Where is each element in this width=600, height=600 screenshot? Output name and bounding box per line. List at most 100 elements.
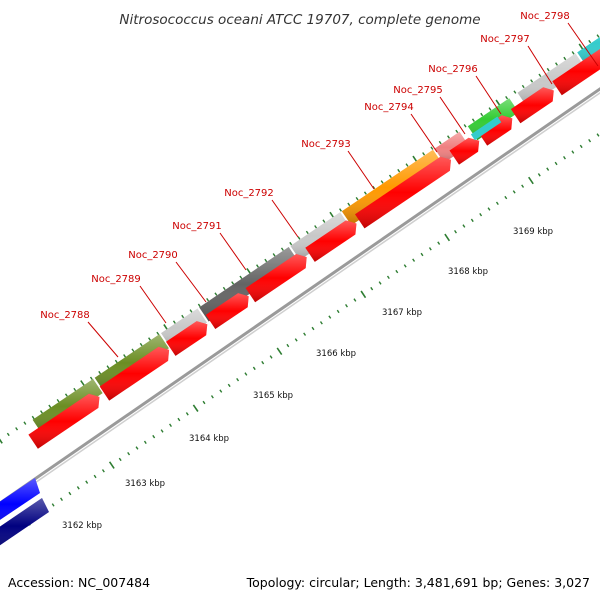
leader-line xyxy=(410,113,438,153)
outer-tick xyxy=(214,292,218,296)
outer-tick xyxy=(172,320,176,324)
gene-label-noc-2791: Noc_2791 xyxy=(172,221,247,271)
inner-tick xyxy=(554,161,558,166)
leader-line xyxy=(87,321,119,358)
cds-noc-2793 xyxy=(355,156,451,229)
inner-tick xyxy=(504,195,508,200)
inner-tick xyxy=(169,423,172,427)
outer-tick xyxy=(139,342,143,347)
inner-tick xyxy=(521,184,525,188)
cds-noc-2791b xyxy=(245,254,307,303)
inner-tick xyxy=(236,378,240,382)
inner-tick xyxy=(108,461,115,469)
outer-tick xyxy=(546,67,550,72)
outer-tick xyxy=(422,152,426,156)
outer-tick xyxy=(256,264,259,268)
inner-tick xyxy=(276,347,283,356)
inner-tick xyxy=(101,469,105,473)
inner-tick xyxy=(353,298,357,302)
leader-line xyxy=(567,22,599,67)
inner-tick xyxy=(51,503,55,507)
outer-tick xyxy=(206,298,210,302)
outer-tick xyxy=(430,146,434,150)
outer-tick xyxy=(555,62,558,66)
outer-tick xyxy=(280,247,284,251)
inner-tick xyxy=(219,389,223,393)
outer-tick xyxy=(15,427,19,431)
outer-tick xyxy=(471,118,475,122)
accession-text: Accession: NC_007484 xyxy=(8,575,151,590)
inner-tick xyxy=(412,258,416,262)
inner-tick xyxy=(244,372,248,376)
gene-label-text: Noc_2788 xyxy=(40,310,90,321)
outer-tick xyxy=(156,331,160,336)
outer-tick xyxy=(181,314,185,319)
outer-tick xyxy=(521,84,525,89)
outer-tick xyxy=(339,208,342,212)
gene-noc-2795 xyxy=(470,116,502,141)
leader-line xyxy=(439,96,466,135)
inner-tick xyxy=(470,218,474,223)
leader-line xyxy=(175,261,207,303)
inner-tick xyxy=(462,224,466,228)
outer-tick xyxy=(31,415,35,420)
leader-line xyxy=(219,232,247,271)
outer-tick xyxy=(563,56,567,61)
gene-label-text: Noc_2796 xyxy=(428,64,478,75)
outer-tick xyxy=(114,359,118,364)
outer-tick xyxy=(73,387,77,392)
outer-tick xyxy=(297,236,301,240)
gene-label-text: Noc_2791 xyxy=(172,221,222,232)
gene-label-text: Noc_2798 xyxy=(520,11,570,22)
inner-tick xyxy=(294,338,298,342)
outer-tick xyxy=(388,174,392,178)
kbp-label: 3165 kbp xyxy=(253,391,293,401)
backbone-line-inner xyxy=(0,91,600,509)
outer-tick xyxy=(480,112,484,117)
gene-features xyxy=(0,37,600,546)
inner-tick xyxy=(185,412,189,416)
outer-tick xyxy=(588,39,592,44)
leader-line xyxy=(347,150,375,190)
inner-tick xyxy=(143,440,147,444)
kbp-label: 3162 kbp xyxy=(62,521,102,531)
gene-label-noc-2793: Noc_2793 xyxy=(301,139,375,190)
outer-tick xyxy=(314,225,318,229)
outer-tick xyxy=(596,34,600,38)
gene-label-text: Noc_2792 xyxy=(224,188,274,199)
outer-tick xyxy=(405,163,409,167)
gene-label-noc-2797: Noc_2797 xyxy=(480,34,553,85)
outer-tick xyxy=(272,253,276,257)
outer-tick xyxy=(98,370,102,375)
inner-tick xyxy=(395,269,399,274)
cds-block-navy xyxy=(0,498,49,546)
inner-tick xyxy=(135,446,139,450)
outer-tick xyxy=(222,286,226,291)
inner-tick xyxy=(528,176,534,185)
outer-tick xyxy=(347,202,351,207)
inner-tick xyxy=(571,150,575,154)
inner-tick xyxy=(420,252,424,257)
cds-noc-2792 xyxy=(305,220,357,262)
outer-tick xyxy=(131,348,135,352)
gene-label-text: Noc_2795 xyxy=(393,85,443,96)
inner-tick xyxy=(261,360,265,365)
cds-noc-2789 xyxy=(99,346,170,401)
inner-tick xyxy=(579,144,583,149)
outer-tick xyxy=(189,309,193,313)
kbp-label: 3163 kbp xyxy=(125,479,165,489)
outer-tick xyxy=(571,51,575,55)
gene-labels: Noc_2788 Noc_2789 Noc_2790 Noc_2791 Noc_2792… xyxy=(40,11,599,358)
outer-tick xyxy=(538,73,542,77)
outer-tick xyxy=(23,421,27,425)
inner-tick xyxy=(546,167,550,171)
inner-tick xyxy=(428,247,432,251)
gene-label-noc-2788: Noc_2788 xyxy=(40,310,119,358)
outer-tick xyxy=(322,219,326,223)
outer-tick xyxy=(447,135,450,139)
inner-tick xyxy=(345,304,348,308)
outer-tick xyxy=(438,140,442,145)
cds-noc-2788 xyxy=(28,393,100,449)
gene-label-noc-2792: Noc_2792 xyxy=(224,188,299,238)
cds-noc-2796 xyxy=(510,87,554,124)
